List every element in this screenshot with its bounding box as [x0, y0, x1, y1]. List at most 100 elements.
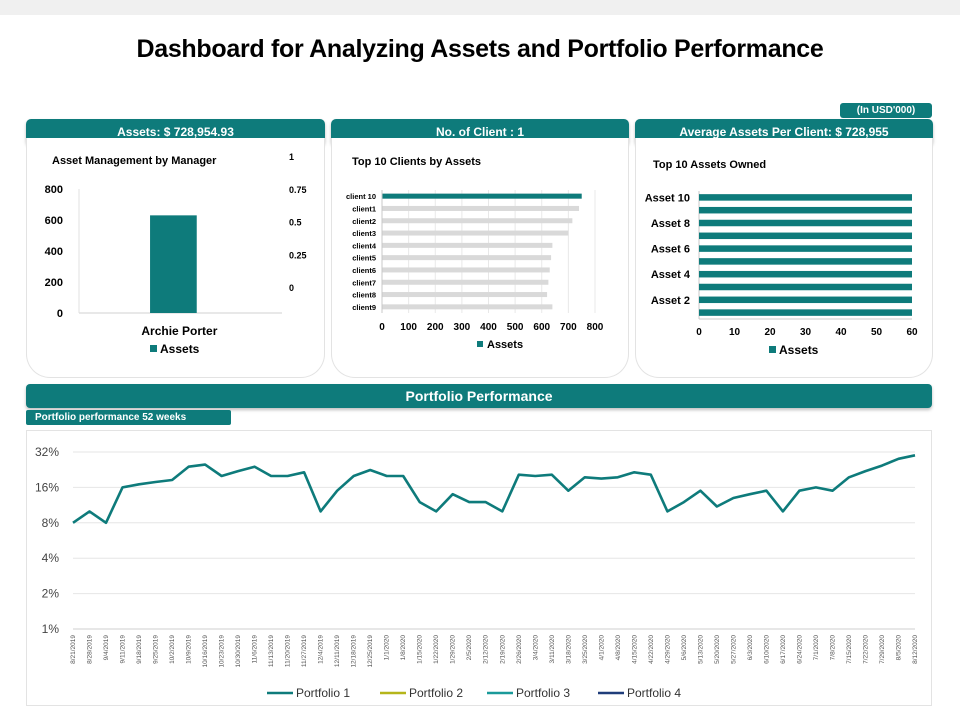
y-tick-label: 4%: [42, 551, 60, 565]
x-tick-label: 12/25/2019: [367, 635, 374, 668]
owned-card: Top 10 Assets Owned Asset 2 Asset 4 Asset 6…: [635, 138, 933, 378]
x-tick-label: 4/15/2020: [631, 635, 638, 664]
manager-chart: Asset Management by Manager 0 200 400 600 800…: [45, 152, 307, 356]
x-tick-label: 700: [560, 322, 577, 333]
chart-title: Asset Management by Manager: [52, 155, 217, 167]
x-tick-label: 0: [379, 322, 385, 333]
y-tick-label: 800: [45, 184, 63, 196]
page-title: Dashboard for Analyzing Assets and Portf…: [136, 35, 824, 63]
x-tick-label: 5/27/2020: [730, 635, 737, 664]
x-tick-label: 50: [871, 327, 883, 338]
chart-title: Top 10 Clients by Assets: [352, 156, 481, 168]
secondary-y-tick-label: 1: [289, 152, 294, 162]
x-tick-label: 7/1/2020: [813, 635, 820, 661]
x-category-label: Archie Porter: [141, 324, 217, 338]
top-strip: [0, 0, 960, 15]
x-tick-label: 1/29/2020: [450, 635, 457, 664]
x-tick-label: 1/8/2020: [400, 635, 407, 661]
y-tick-label: 600: [45, 215, 63, 227]
x-tick-label: 12/4/2019: [318, 635, 325, 664]
x-tick-label: 2/12/2020: [483, 635, 490, 664]
x-tick-label: 3/4/2020: [532, 635, 539, 661]
bar-background: [382, 205, 580, 211]
y-tick-label: 32%: [35, 445, 59, 459]
x-tick-label: 10/23/2019: [219, 635, 226, 668]
y-tick-label: 2%: [42, 587, 60, 601]
bar-background: [382, 242, 553, 248]
x-tick-label: 200: [427, 322, 444, 333]
x-tick-label: 7/22/2020: [862, 635, 869, 664]
x-tick-label: 7/15/2020: [846, 635, 853, 664]
x-tick-label: 4/29/2020: [664, 635, 671, 664]
x-tick-label: 4/1/2020: [598, 635, 605, 661]
x-tick-label: 3/11/2020: [549, 635, 556, 664]
x-tick-label: 12/11/2019: [334, 635, 341, 667]
y-category-label: Asset 10: [645, 192, 690, 204]
portfolio-card: 1% 2% 4% 8% 16% 32% 8/21/2019 8/28/2019 9/4/2019…: [26, 430, 932, 706]
y-category-label: client4: [352, 241, 377, 250]
legend-swatch: [477, 341, 483, 347]
x-tick-label: 3/25/2020: [582, 635, 589, 664]
bar-assets: [699, 270, 912, 278]
y-category-label: client 10: [346, 192, 376, 201]
x-tick-label: 1/22/2020: [433, 635, 440, 664]
x-tick-label: 2/5/2020: [466, 635, 473, 661]
bar-assets: [699, 245, 912, 252]
x-tick-label: 10/9/2019: [186, 635, 193, 664]
x-tick-label: 6/24/2020: [796, 635, 803, 664]
x-tick-label: 20: [764, 327, 776, 338]
bar-background: [382, 279, 549, 285]
x-tick-label: 40: [835, 327, 847, 338]
bar-background: [382, 218, 573, 224]
secondary-y-tick-label: 0.75: [289, 185, 307, 195]
x-tick-label: 11/13/2019: [268, 635, 275, 667]
y-category-label: Asset 2: [651, 295, 690, 307]
legend-label: Portfolio 4: [627, 686, 681, 700]
x-tick-label: 4/22/2020: [648, 635, 655, 664]
x-tick-label: 5/20/2020: [714, 635, 721, 664]
y-category-label: Asset 6: [651, 244, 690, 256]
x-tick-label: 6/17/2020: [780, 635, 787, 664]
x-tick-label: 800: [587, 322, 604, 333]
portfolio-subtitle: Portfolio performance 52 weeks: [26, 410, 231, 425]
x-tick-label: 12/18/2019: [351, 635, 358, 668]
x-tick-label: 5/13/2020: [697, 635, 704, 664]
y-category-label: client8: [352, 291, 376, 300]
x-tick-label: 11/20/2019: [285, 635, 292, 667]
bar-assets: [699, 206, 912, 214]
legend-label: Assets: [779, 343, 819, 357]
y-tick-label: 0: [57, 308, 63, 320]
bar-assets: [699, 258, 912, 265]
x-tick-label: 500: [507, 322, 524, 333]
bar-background: [382, 255, 552, 261]
x-tick-label: 2/26/2020: [516, 635, 523, 664]
x-tick-label: 9/11/2019: [120, 635, 127, 664]
y-category-label: client5: [352, 254, 376, 263]
x-tick-label: 10/30/2019: [235, 635, 242, 668]
bar-assets: [699, 194, 912, 201]
x-tick-label: 0: [696, 327, 702, 338]
y-tick-label: 200: [45, 277, 63, 289]
clients-chart: Top 10 Clients by Assets 0 100 200 300 400 500…: [346, 156, 604, 351]
bar-assets: [699, 232, 912, 240]
bar-assets: [699, 219, 912, 227]
x-tick-label: 100: [400, 322, 417, 333]
x-tick-label: 7/29/2020: [879, 635, 886, 664]
series-line-portfolio-1: [72, 454, 916, 525]
x-tick-label: 10/16/2019: [202, 635, 209, 668]
legend-label: Assets: [487, 339, 523, 351]
y-category-label: client9: [352, 303, 376, 312]
x-tick-label: 2/19/2020: [499, 635, 506, 664]
manager-card: Asset Management by Manager 0 200 400 600 800…: [26, 138, 325, 378]
legend-label: Portfolio 3: [516, 686, 570, 700]
legend-swatch: [150, 345, 157, 352]
x-tick-label: 9/4/2019: [103, 635, 110, 661]
bar-assets: [699, 309, 912, 316]
y-tick-label: 1%: [42, 622, 60, 636]
y-tick-label: 16%: [35, 480, 59, 494]
y-category-label: client3: [352, 229, 376, 238]
bar-background: [382, 304, 553, 310]
portfolio-banner: Portfolio Performance: [26, 384, 932, 408]
y-category-label: Asset 8: [651, 218, 690, 230]
x-tick-label: 11/27/2019: [301, 635, 308, 667]
